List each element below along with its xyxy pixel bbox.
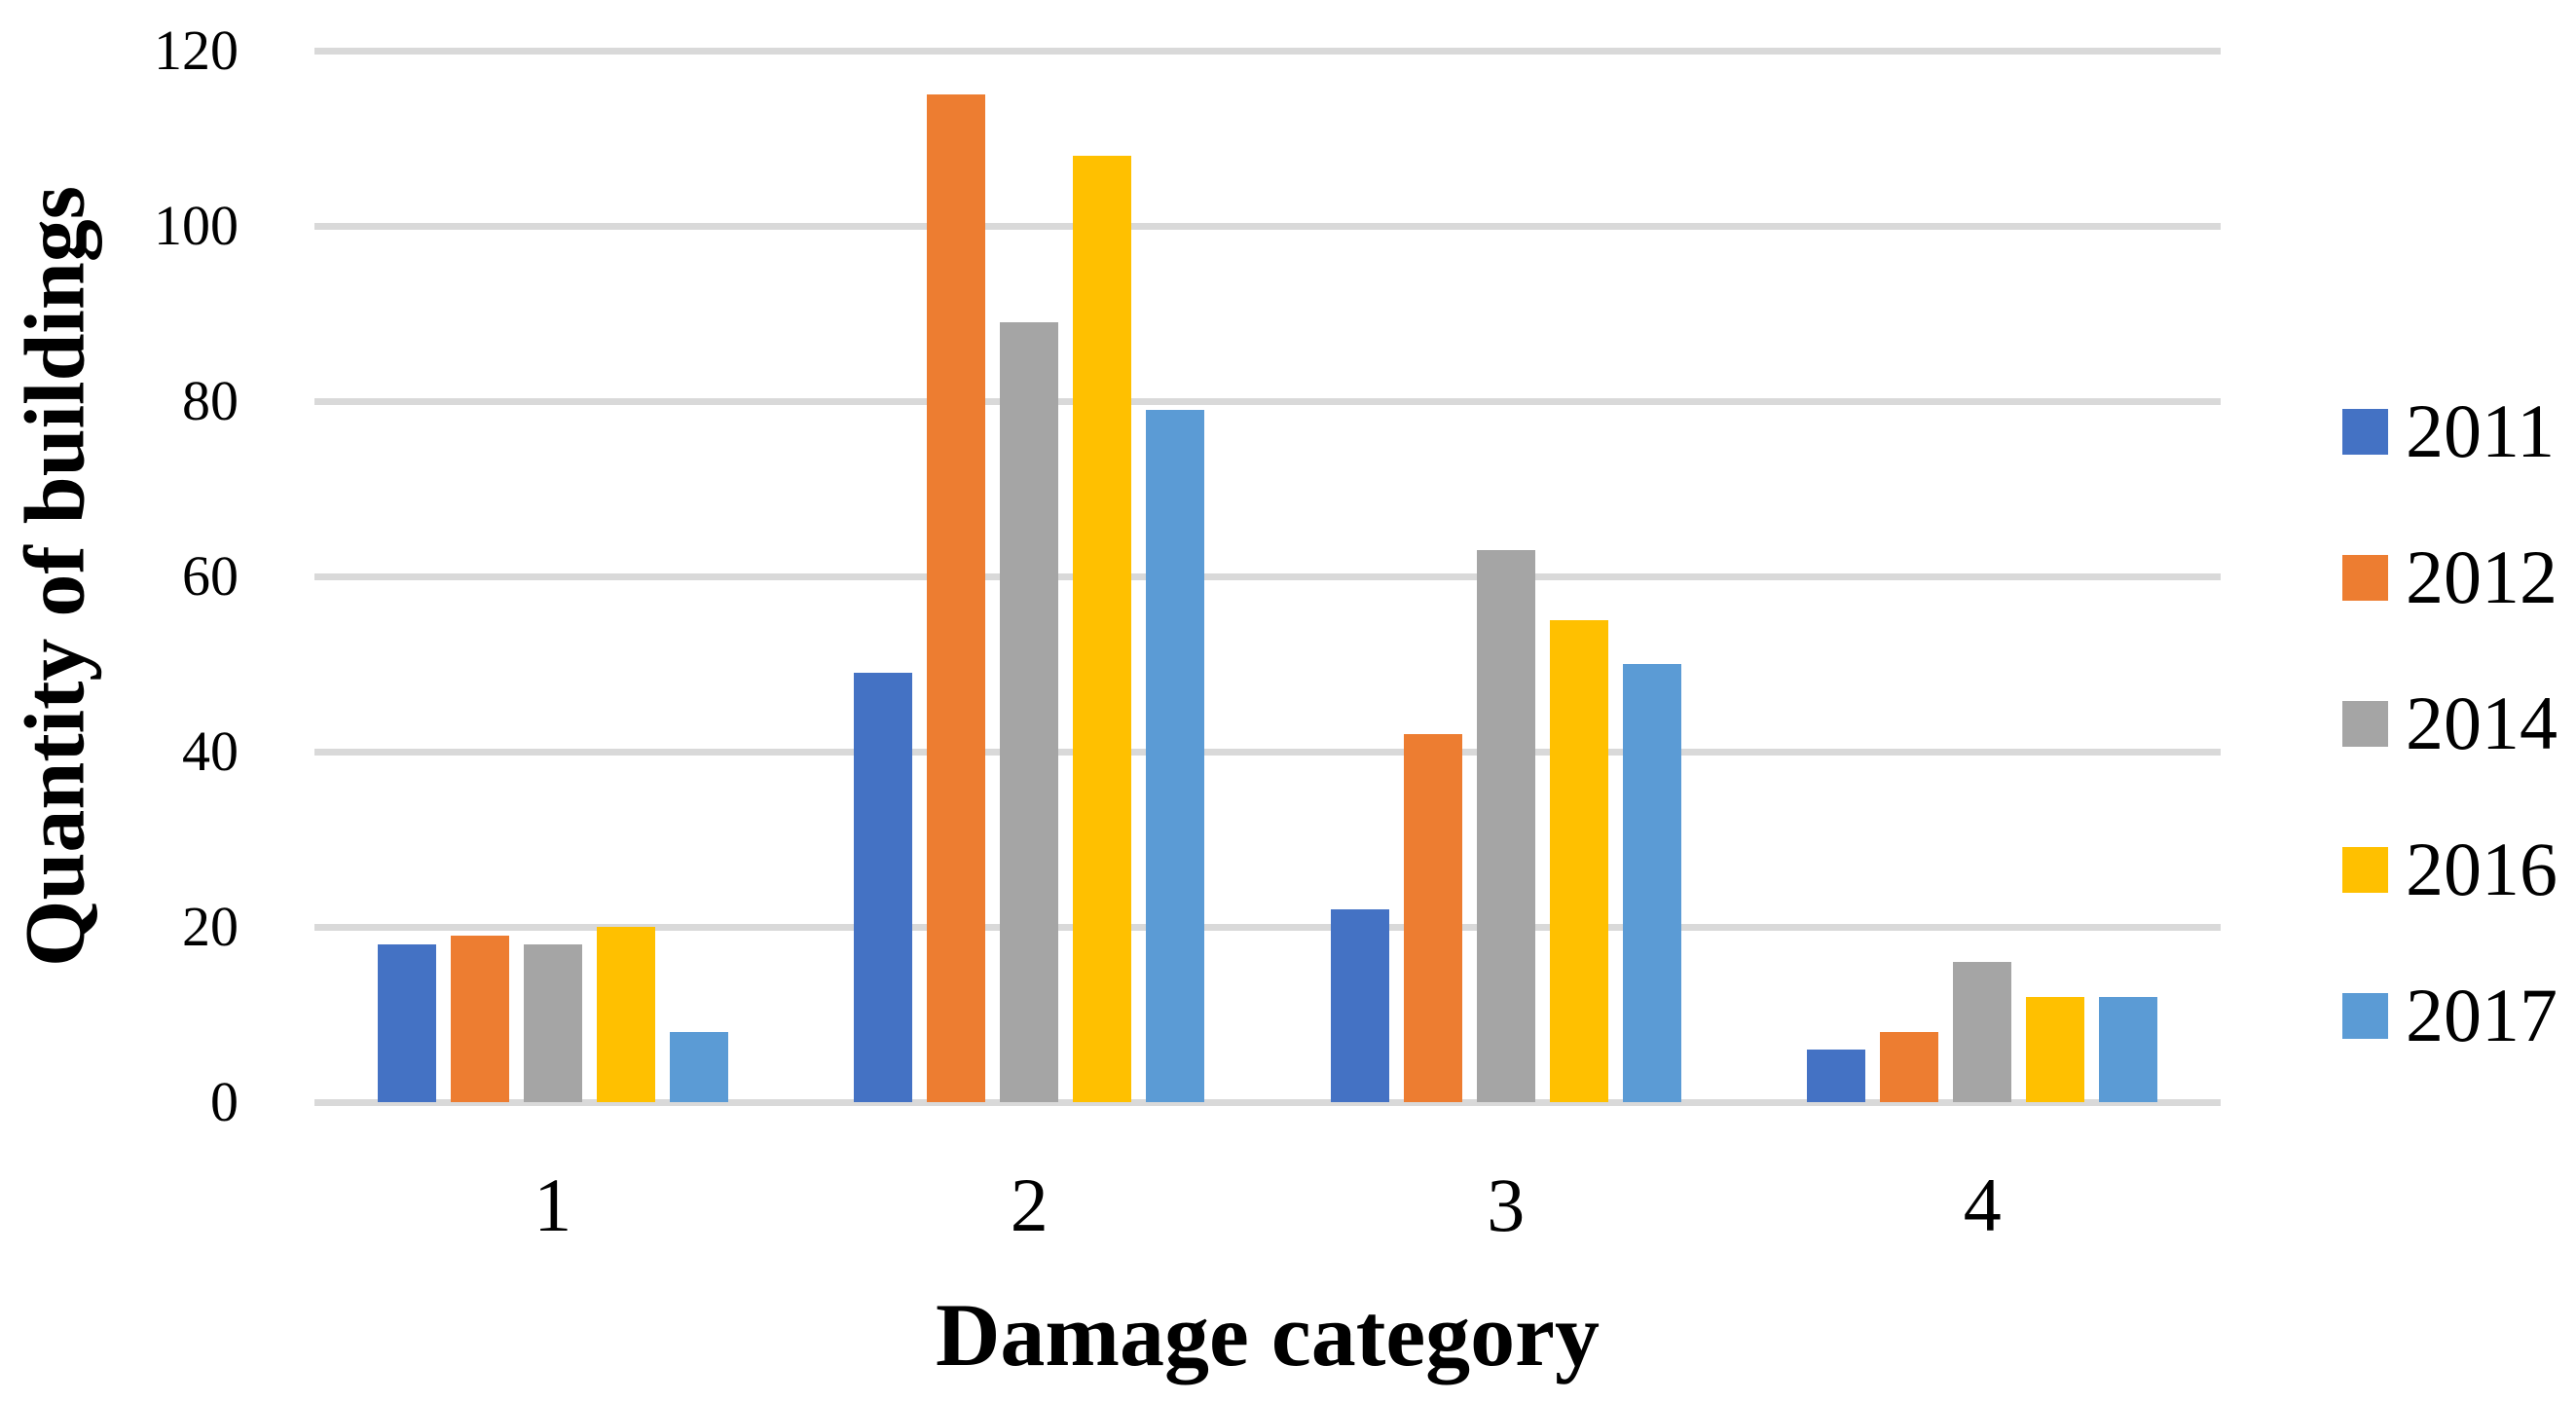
bar-2014-category-3	[1476, 550, 1535, 1102]
y-tick-label-40: 40	[182, 719, 239, 783]
plot-area	[314, 48, 2222, 1106]
gridline-y-120	[314, 48, 2221, 55]
bar-group-category-2	[791, 51, 1269, 1102]
legend-label-2012: 2012	[2406, 535, 2558, 619]
x-axis-tick-labels: 1 2 3 4	[314, 1154, 2221, 1256]
legend-swatch-icon-2016	[2342, 846, 2388, 893]
bar-2012-category-2	[927, 94, 986, 1102]
x-axis-title: Damage category	[935, 1285, 1601, 1384]
legend-swatch-icon-2017	[2342, 992, 2388, 1039]
legend: 2011 2012 2014 2016 2017	[2342, 358, 2558, 1088]
gridline-y-0	[314, 1099, 2221, 1106]
bar-2017-category-3	[1622, 664, 1681, 1102]
x-tick-label-4: 4	[1963, 1162, 2002, 1247]
x-tick-label-1: 1	[534, 1162, 572, 1247]
bar-2016-category-2	[1073, 156, 1132, 1102]
y-tick-label-80: 80	[182, 369, 239, 432]
x-tick-label-3: 3	[1487, 1162, 1526, 1247]
legend-item-2016: 2016	[2342, 796, 2558, 942]
bar-2012-category-1	[450, 936, 509, 1102]
bar-2011-category-3	[1330, 909, 1389, 1102]
legend-item-2014: 2014	[2342, 650, 2558, 796]
legend-label-2014: 2014	[2406, 681, 2558, 765]
y-tick-label-20: 20	[182, 895, 239, 958]
gridline-y-40	[314, 749, 2221, 756]
bar-group-category-3	[1268, 51, 1745, 1102]
bar-2017-category-1	[669, 1032, 728, 1102]
bar-2014-category-4	[1953, 962, 2012, 1102]
gridline-y-20	[314, 924, 2221, 931]
bar-2016-category-4	[2026, 997, 2085, 1102]
y-axis-tick-labels: 0 20 40 60 80 100 120	[0, 22, 239, 1130]
gridline-y-80	[314, 398, 2221, 405]
gridline-y-60	[314, 573, 2221, 580]
bar-2012-category-3	[1403, 734, 1462, 1102]
y-tick-label-60: 60	[182, 544, 239, 608]
legend-label-2011: 2011	[2406, 388, 2556, 473]
legend-label-2017: 2017	[2406, 973, 2558, 1057]
bar-2011-category-1	[377, 944, 436, 1102]
gridline-y-100	[314, 223, 2221, 230]
legend-item-2017: 2017	[2342, 942, 2558, 1088]
legend-label-2016: 2016	[2406, 827, 2558, 911]
legend-swatch-icon-2011	[2342, 408, 2388, 455]
x-tick-label-2: 2	[1010, 1162, 1049, 1247]
legend-swatch-icon-2012	[2342, 554, 2388, 601]
y-tick-label-120: 120	[154, 18, 239, 82]
bar-group-category-4	[1745, 51, 2222, 1102]
bar-2016-category-3	[1549, 620, 1608, 1102]
y-tick-label-0: 0	[210, 1070, 239, 1133]
bar-2014-category-2	[1000, 322, 1059, 1102]
bar-group-category-1	[314, 51, 791, 1102]
bar-2011-category-4	[1807, 1050, 1866, 1102]
legend-item-2012: 2012	[2342, 504, 2558, 650]
bar-2017-category-2	[1146, 410, 1205, 1102]
legend-swatch-icon-2014	[2342, 700, 2388, 747]
bar-2014-category-1	[523, 944, 582, 1102]
y-tick-label-100: 100	[154, 194, 239, 257]
bar-2011-category-2	[854, 673, 913, 1102]
legend-item-2011: 2011	[2342, 358, 2558, 504]
bar-2012-category-4	[1880, 1032, 1939, 1102]
bar-2016-category-1	[596, 927, 655, 1102]
bar-2017-category-4	[2099, 997, 2158, 1102]
